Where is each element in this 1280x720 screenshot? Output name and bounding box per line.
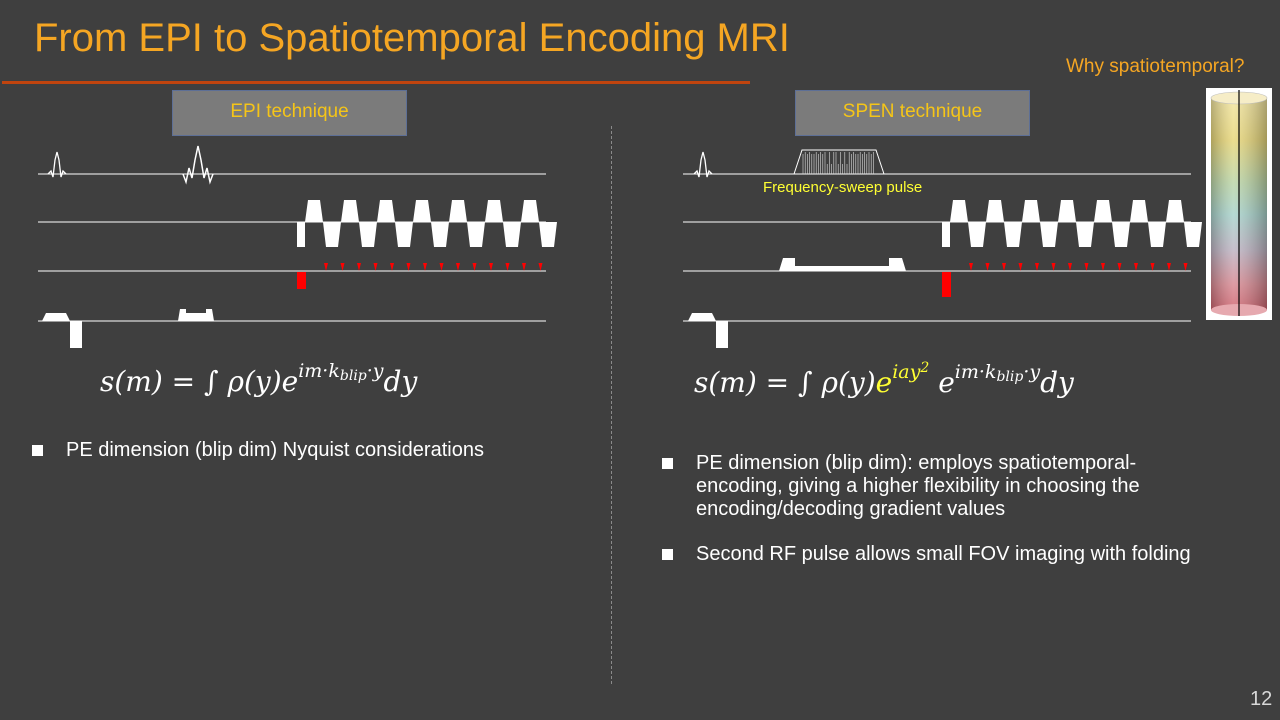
epi-blip-train (297, 263, 543, 289)
why-spatiotemporal-link[interactable]: Why spatiotemporal? (1066, 56, 1245, 77)
epi-technique-box: EPI technique (172, 90, 407, 136)
spen-signal-formula: s(m) = ∫ ρ(y)eiay2 eim·kblip·ydy (694, 360, 1074, 399)
page-title: From EPI to Spatiotemporal Encoding MRI (34, 16, 790, 60)
epi-readout-train (297, 200, 557, 247)
spatiotemporal-cylinder-image (1206, 88, 1272, 320)
bullet-square-icon (662, 458, 673, 469)
bullet-square-icon (662, 549, 673, 560)
frequency-sweep-label: Frequency-sweep pulse (763, 179, 923, 196)
spen-readout-train (942, 200, 1202, 247)
epi-signal-formula: s(m) = ∫ ρ(y)eim·kblip·ydy (100, 360, 418, 398)
spen-technique-box: SPEN technique (795, 90, 1030, 136)
title-underline (2, 81, 750, 84)
page-number: 12 (1250, 688, 1273, 710)
spen-blip-train (942, 263, 1188, 297)
quadratic-phase-term: eiay2 (875, 360, 930, 399)
epi-sequence-diagram (38, 145, 546, 348)
spen-sequence-diagram (683, 149, 1191, 348)
bullet-square-icon (32, 445, 43, 456)
section-divider (611, 126, 612, 684)
